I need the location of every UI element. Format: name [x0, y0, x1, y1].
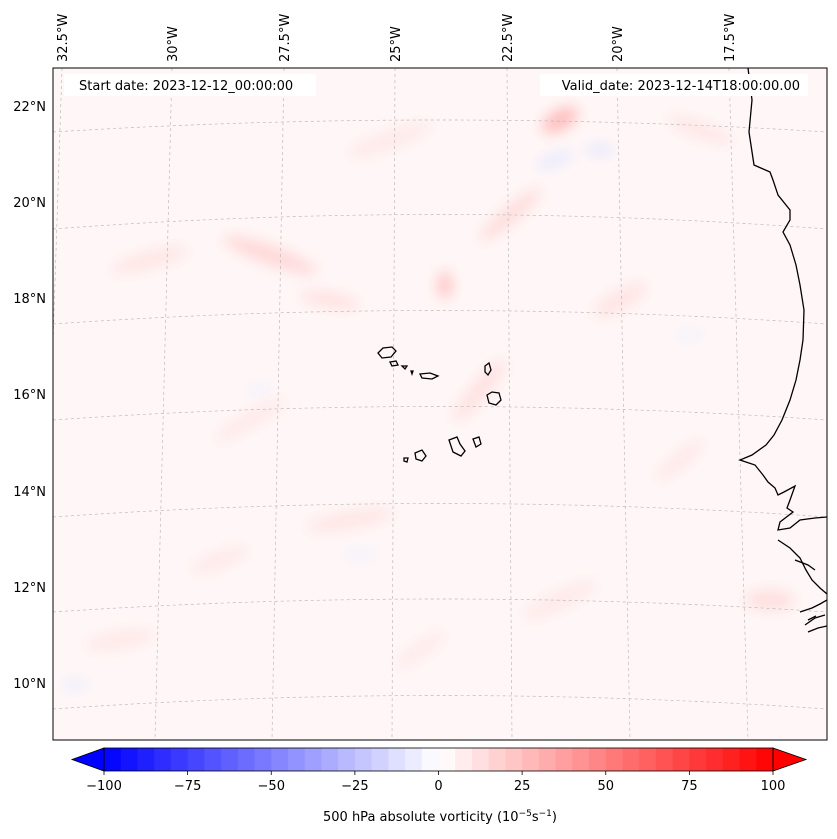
valid-date-box [540, 74, 808, 96]
colorbar-step [120, 748, 139, 771]
colorbar-step [354, 748, 373, 771]
colorbar-step [237, 748, 256, 771]
colorbar-step [221, 748, 239, 771]
colorbar-step [605, 748, 624, 771]
gridlines [53, 68, 827, 740]
colorbar-step [505, 748, 523, 771]
colorbar-step [421, 748, 440, 771]
colorbar-tick-label: 50 [597, 779, 614, 794]
colorbar-steps [104, 748, 774, 771]
colorbar-tick-label: −25 [341, 779, 368, 794]
latitude-labels: 22°N 20°N 18°N 16°N 14°N 12°N 10°N [13, 100, 46, 692]
colorbar-step [137, 748, 155, 771]
lon-label-30W: 30°W [166, 26, 181, 62]
colorbar-tick-label: 25 [514, 779, 531, 794]
start-date-box [64, 74, 316, 96]
map-border [52, 67, 828, 741]
colorbar-tick-label: −100 [86, 779, 122, 794]
colorbar-step [388, 748, 406, 771]
lon-label-27.5W: 27.5°W [278, 14, 293, 62]
colorbar-step [187, 748, 205, 771]
colorbar-step [756, 748, 774, 771]
colorbar-step [304, 748, 323, 771]
colorbar-step [555, 748, 573, 771]
lat-label-10N: 10°N [13, 677, 46, 692]
map-background [53, 68, 827, 740]
colorbar-step [488, 748, 507, 771]
colorbar-tick-label: −50 [258, 779, 285, 794]
lat-label-18N: 18°N [13, 292, 46, 307]
cape-verde-islands [377, 346, 502, 463]
colorbar-step [438, 748, 456, 771]
lat-label-12N: 12°N [13, 581, 46, 596]
colorbar-step [722, 748, 741, 771]
lon-label-22.5W: 22.5°W [501, 14, 516, 62]
colorbar-step [471, 748, 490, 771]
lat-label-14N: 14°N [13, 485, 46, 500]
colorbar-tick-label: 0 [434, 779, 442, 794]
colorbar-step [622, 748, 640, 771]
colorbar-step [455, 748, 473, 771]
colorbar-tick-label: 75 [681, 779, 698, 794]
longitude-labels: 32.5°W 30°W 27.5°W 25°W 22.5°W 20°W 17.5… [56, 14, 738, 62]
colorbar-label: 500 hPa absolute vorticity (10−5s−1) [323, 809, 557, 825]
colorbar-step [522, 748, 540, 771]
colorbar-step [572, 748, 590, 771]
lon-label-20W: 20°W [611, 26, 626, 62]
vorticity-field [61, 106, 795, 690]
colorbar-step [104, 748, 122, 771]
colorbar-tick-label: 100 [761, 779, 786, 794]
colorbar-step [538, 748, 557, 771]
colorbar-ticks: −100 −75 −50 −25 0 25 50 75 100 [86, 771, 785, 794]
lon-label-32.5W: 32.5°W [56, 14, 71, 62]
colorbar-step [672, 748, 690, 771]
colorbar-step [254, 748, 272, 771]
colorbar-step [706, 748, 724, 771]
lat-label-16N: 16°N [13, 388, 46, 403]
start-date-text: Start date: 2023-12-12_00:00:00 [79, 79, 293, 94]
colorbar-step [170, 748, 189, 771]
colorbar: −100 −75 −50 −25 0 25 50 75 100 500 hPa absolute… [70, 747, 808, 825]
coastline [738, 68, 827, 633]
colorbar-step [655, 748, 674, 771]
colorbar-step [589, 748, 607, 771]
colorbar-step [204, 748, 222, 771]
valid-date-text: Valid_date: 2023-12-14T18:00:00.00 [562, 79, 800, 94]
colorbar-step [287, 748, 306, 771]
colorbar-step [338, 748, 356, 771]
colorbar-step [689, 748, 707, 771]
colorbar-step [405, 748, 423, 771]
colorbar-step [639, 748, 657, 771]
lon-label-25W: 25°W [389, 26, 404, 62]
lon-label-17.5W: 17.5°W [723, 14, 738, 62]
colorbar-step [321, 748, 339, 771]
colorbar-low-extend [70, 747, 105, 772]
map-panel: Start date: 2023-12-12_00:00:00 Valid_da… [52, 67, 828, 741]
lat-label-22N: 22°N [13, 100, 46, 115]
colorbar-high-extend [772, 747, 808, 772]
colorbar-step [271, 748, 289, 771]
colorbar-tick-label: −75 [174, 779, 201, 794]
colorbar-step [371, 748, 389, 771]
colorbar-step [739, 748, 757, 771]
lat-label-20N: 20°N [13, 196, 46, 211]
colorbar-step [154, 748, 172, 771]
